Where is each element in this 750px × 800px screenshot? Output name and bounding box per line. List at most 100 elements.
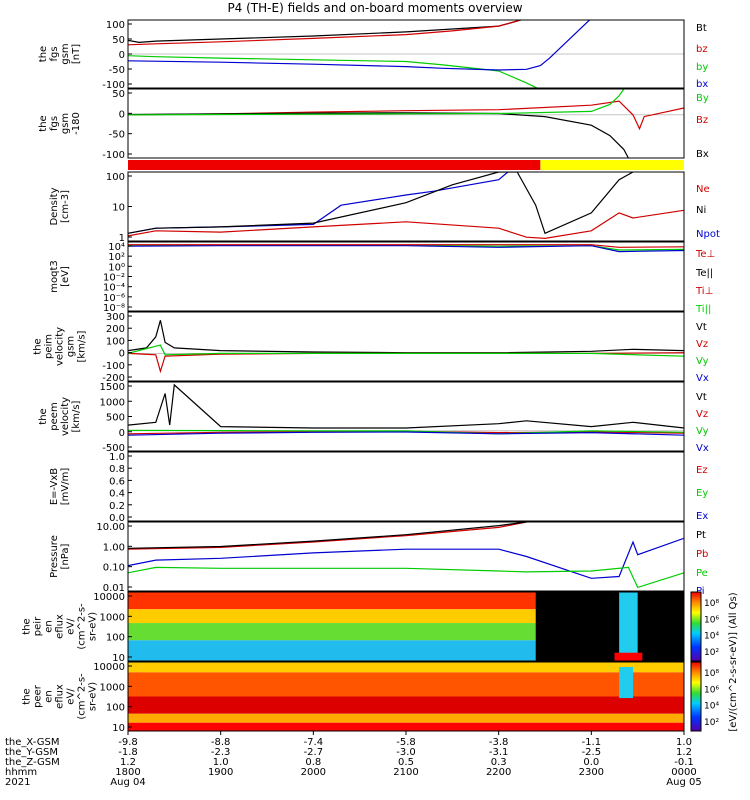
peir_eflux-ylabel: eV/: [66, 618, 77, 635]
fgs_gse-series-Bx: [128, 112, 629, 158]
spectrogram-band: [128, 722, 684, 731]
density-frame: [127, 171, 685, 242]
fgs_gsm-ylabel: fgs: [49, 46, 60, 61]
pressure-ytick-label: 0.10: [103, 563, 125, 574]
footer-value: -3.1: [489, 747, 509, 758]
fgs_gse-series-By: [128, 89, 625, 116]
fgs_gse-series-Bz: [128, 100, 684, 131]
footer-value: 0.3: [491, 757, 507, 768]
peem_velocity-legend-Vt: Vt: [696, 392, 707, 403]
peir_eflux-ytick-label: 100: [106, 633, 125, 644]
footer-value: -2.3: [211, 747, 231, 758]
peem_velocity-ylabel: peem: [49, 402, 60, 430]
e_field-legend-Ez: Ez: [696, 465, 708, 476]
fgs_gsm-legend-bz: bz: [696, 44, 708, 55]
peim_velocity-frame: [127, 311, 685, 382]
footer-value: -1.8: [118, 747, 138, 758]
e_field-ylabel: [mV/m]: [60, 468, 71, 506]
footer-row-label: 2021: [5, 777, 30, 788]
peir_eflux-ylabel: en: [44, 620, 55, 633]
pressure-ylabel: Pressure: [49, 535, 60, 578]
fgs_gsm-ytick-label: 50: [112, 35, 125, 46]
peir_eflux-ytick-label: 1000: [100, 612, 125, 623]
fgs_gsm-ylabel: gsm: [60, 43, 71, 64]
peir_eflux-colorbar: [690, 591, 702, 662]
peem_velocity-legend-Vx: Vx: [696, 443, 709, 454]
temperature-legend-Te: Te||: [695, 268, 713, 279]
e_field-ytick-label: 0.2: [109, 501, 125, 512]
fgs_gsm-legend-Bt: Bt: [696, 23, 707, 34]
temperature-series-Te: [128, 245, 684, 253]
footer-value: -2.5: [582, 747, 602, 758]
footer-value: 0.5: [398, 757, 414, 768]
peer_eflux-colorbar-tick: 10²: [704, 718, 719, 728]
peim_velocity-ytick-label: -100: [102, 361, 125, 372]
footer-value: 1.2: [120, 757, 136, 768]
temperature-legend-Te: Te⊥: [695, 249, 715, 260]
footer-value: 2100: [393, 767, 418, 778]
temperature-ylabel: [eV]: [60, 266, 71, 287]
footer-value: -0.1: [674, 757, 694, 768]
peem_velocity-ylabel: velocity: [60, 397, 71, 436]
temperature-series-Te: [128, 244, 684, 248]
pressure-ytick-label: 0.01: [103, 583, 125, 594]
peer_eflux-colorbar-tick: 10⁴: [704, 702, 719, 712]
peir_eflux-colorbar-tick: 10²: [704, 648, 719, 658]
spectrogram-band: [619, 592, 638, 655]
colorbar-unit-label: [eV/(cm^2-s-sr-eV)] (All Qs): [728, 592, 739, 731]
fgs_gsm-legend-bx: bx: [696, 79, 708, 90]
fgs_gsm-legend-by: by: [696, 62, 708, 73]
footer-value: -5.8: [396, 737, 416, 748]
peer_eflux-ylabel: eV/: [66, 688, 77, 705]
fgs_gse-ytick-label: -50: [109, 130, 125, 141]
temperature-ytick-label: 10⁻⁶: [103, 293, 125, 304]
peir_eflux-ylabel: peir: [33, 616, 44, 636]
pressure-ylabel: [nPa]: [60, 543, 71, 569]
spectrogram-band: [619, 667, 634, 699]
spectrogram-gap: [535, 592, 684, 661]
spectrogram-band: [128, 696, 684, 714]
footer-value: 0000: [671, 767, 696, 778]
peem_velocity-ytick-label: 1000: [100, 397, 125, 408]
fgs_gsm-ytick-label: 0: [119, 50, 125, 61]
temperature-legend-Ti: Ti||: [695, 304, 711, 315]
peem_velocity-legend-Vz: Vz: [696, 409, 708, 420]
fgs_gsm-ytick-label: -50: [109, 65, 125, 76]
peir_eflux-ytick-label: 10: [112, 653, 125, 664]
footer-value: -3.0: [396, 747, 416, 758]
peer_eflux-ylabel: sr-eV): [88, 682, 99, 711]
peim_velocity-legend-Vx: Vx: [696, 373, 709, 384]
peim_velocity-legend-Vt: Vt: [696, 322, 707, 333]
fgs_gse-ytick-label: 0: [119, 109, 125, 120]
peem_velocity-ytick-label: -500: [102, 443, 125, 454]
density-series-Ne: [128, 209, 684, 240]
peir_eflux-colorbar-tick: 10⁴: [704, 632, 719, 642]
spectrogram-band: [128, 713, 684, 723]
peem_velocity-ytick-label: 500: [106, 413, 125, 424]
peer_eflux-ytick-label: 10000: [93, 662, 125, 673]
fgs_gsm-ylabel: the: [38, 46, 49, 62]
peem_velocity-ytick-label: 0: [119, 428, 125, 439]
peir_eflux-ylabel: (cm^2-s-: [77, 603, 88, 650]
e_field-ytick-label: 1.0: [109, 452, 125, 463]
footer-value: 1800: [115, 767, 140, 778]
density-legend-Ni: Ni: [696, 205, 706, 216]
footer-value: 1900: [208, 767, 233, 778]
peem_velocity-series-Vx: [128, 431, 684, 436]
footer-value: -8.8: [211, 737, 231, 748]
peir_eflux-ylabel: sr-eV): [88, 612, 99, 641]
footer-value: 1.0: [676, 737, 692, 748]
footer-value: -1.1: [582, 737, 602, 748]
footer-value: -7.4: [304, 737, 324, 748]
peem_velocity-ylabel: [km/s]: [71, 400, 82, 432]
peim_velocity-legend-Vz: Vz: [696, 339, 708, 350]
temperature-frame: [127, 241, 685, 312]
peim_velocity-ylabel: the: [33, 338, 44, 354]
peer_eflux-colorbar: [690, 661, 702, 732]
density-ylabel: [cm-3]: [60, 190, 71, 223]
footer-value: 1.2: [676, 747, 692, 758]
peer_eflux-colorbar-tick: 10⁶: [704, 685, 719, 695]
peer_eflux-spectrogram: [128, 662, 684, 731]
fgs_gse-frame: [127, 88, 685, 159]
